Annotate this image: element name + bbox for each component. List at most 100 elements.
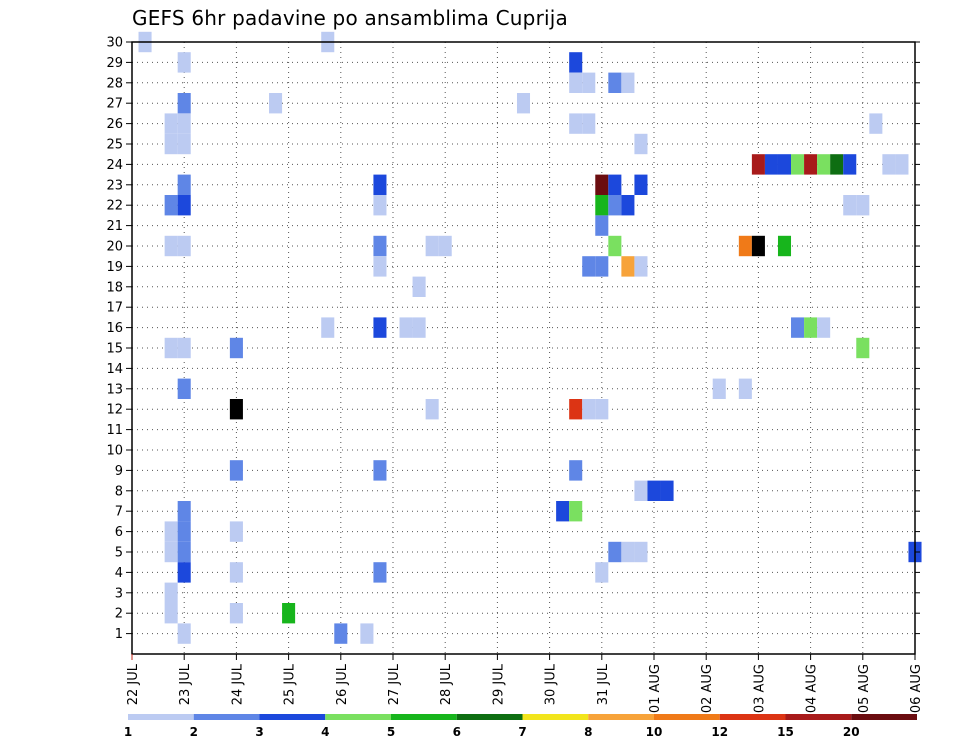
y-tick-label: 6: [115, 525, 123, 540]
chart-title: GEFS 6hr padavine po ansamblima Cuprija: [132, 6, 568, 30]
colorbar-segment: [785, 714, 852, 720]
heatmap-cell: [177, 521, 191, 542]
heatmap-cell: [804, 154, 818, 175]
colorbar-segment: [259, 714, 326, 720]
heatmap-cell: [229, 562, 243, 583]
heatmap-cell: [164, 521, 178, 542]
y-tick-label: 17: [106, 301, 123, 316]
heatmap-cell: [229, 521, 243, 542]
x-tick-label: 24 JUL: [230, 663, 245, 705]
heatmap-cell: [817, 154, 831, 175]
y-tick-label: 18: [106, 280, 123, 295]
heatmap-cell: [791, 154, 805, 175]
heatmap-cell: [177, 501, 191, 522]
heatmap-cell: [621, 541, 635, 563]
heatmap-cell: [595, 215, 609, 236]
x-tick-label: 05 AUG: [857, 664, 872, 713]
y-tick-label: 19: [106, 260, 123, 275]
heatmap-cell: [660, 480, 674, 501]
heatmap-cell: [569, 52, 583, 73]
colorbar-label: 2: [190, 725, 198, 739]
colorbar-segment: [851, 714, 917, 720]
heatmap-cell: [412, 317, 426, 338]
heatmap-cell: [177, 93, 191, 114]
heatmap-cell: [608, 541, 622, 563]
y-tick-label: 30: [106, 36, 123, 51]
heatmap-cell: [582, 72, 596, 93]
heatmap-cell: [164, 603, 178, 624]
x-tick-label: 03 AUG: [752, 664, 767, 713]
heatmap-cell: [164, 541, 178, 563]
colorbar-label: 7: [518, 725, 526, 739]
heatmap-cell: [164, 235, 178, 257]
heatmap-cell: [608, 195, 622, 216]
heatmap-cell: [229, 399, 243, 420]
colorbar-label: 12: [711, 725, 728, 739]
colorbar-label: 5: [387, 725, 395, 739]
colorbar-label: 1: [124, 725, 132, 739]
y-tick-label: 2: [115, 607, 123, 622]
y-tick-label: 12: [106, 403, 123, 418]
heatmap-cell: [621, 72, 635, 93]
colorbar-segment: [654, 714, 720, 720]
heatmap-cell: [412, 276, 426, 297]
heatmap-cell: [177, 133, 191, 155]
heatmap-cell: [582, 256, 596, 277]
heatmap-cell: [269, 93, 283, 114]
colorbar-label: 4: [321, 725, 329, 739]
heatmap-cell: [751, 235, 765, 257]
heatmap-cell: [582, 399, 596, 420]
y-tick-label: 24: [106, 158, 123, 173]
y-tick-label: 1: [115, 627, 123, 642]
x-tick-label: 23 JUL: [178, 663, 193, 705]
y-tick-label: 26: [106, 117, 123, 132]
heatmap-cell: [373, 460, 387, 481]
heatmap-cell: [608, 174, 622, 195]
y-tick-label: 3: [115, 586, 123, 601]
heatmap-cell: [321, 317, 335, 338]
y-tick-label: 16: [106, 321, 123, 336]
colorbar-label: 20: [843, 725, 860, 739]
heatmap-cell: [373, 256, 387, 277]
y-tick-label: 23: [106, 178, 123, 193]
heatmap-cell: [595, 562, 609, 583]
colorbar-label: 10: [646, 725, 663, 739]
heatmap-cell: [830, 154, 844, 175]
heatmap-cell: [177, 337, 191, 359]
y-tick-label: 13: [106, 382, 123, 397]
heatmap-cell: [843, 195, 857, 216]
heatmap-cell: [634, 133, 648, 155]
colorbar-label: 3: [255, 725, 263, 739]
heatmap-cell: [177, 378, 191, 399]
heatmap-cell: [373, 235, 387, 257]
heatmap-cell: [843, 154, 857, 175]
heatmap-cell: [804, 317, 818, 338]
y-tick-label: 27: [106, 97, 123, 112]
heatmap-cell: [164, 133, 178, 155]
heatmap-cell: [751, 154, 765, 175]
heatmap-cell: [164, 113, 178, 134]
heatmap-cell: [777, 154, 792, 175]
heatmap-cell: [177, 52, 191, 73]
heatmap-cell: [373, 317, 387, 338]
y-tick-label: 9: [115, 464, 123, 479]
x-tick-label: 28 JUL: [439, 663, 454, 705]
heatmap-cell: [595, 195, 609, 216]
heatmap-cell: [177, 195, 191, 216]
heatmap-cell: [777, 235, 792, 257]
heatmap-cell: [425, 399, 439, 420]
heatmap-cell: [595, 256, 609, 277]
y-tick-label: 8: [115, 484, 123, 499]
y-tick-label: 22: [106, 199, 123, 214]
heatmap-cell: [595, 174, 609, 195]
heatmap-cell: [556, 501, 570, 522]
heatmap-cell: [869, 113, 883, 134]
heatmap-cell: [634, 256, 648, 277]
colorbar-segment: [522, 714, 589, 720]
heatmap-cell: [229, 603, 243, 624]
heatmap-cell: [856, 195, 870, 216]
x-tick-label: 01 AUG: [648, 664, 663, 713]
heatmap-cell: [282, 603, 296, 624]
heatmap-cell: [895, 154, 909, 175]
heatmap-cell: [177, 623, 191, 644]
